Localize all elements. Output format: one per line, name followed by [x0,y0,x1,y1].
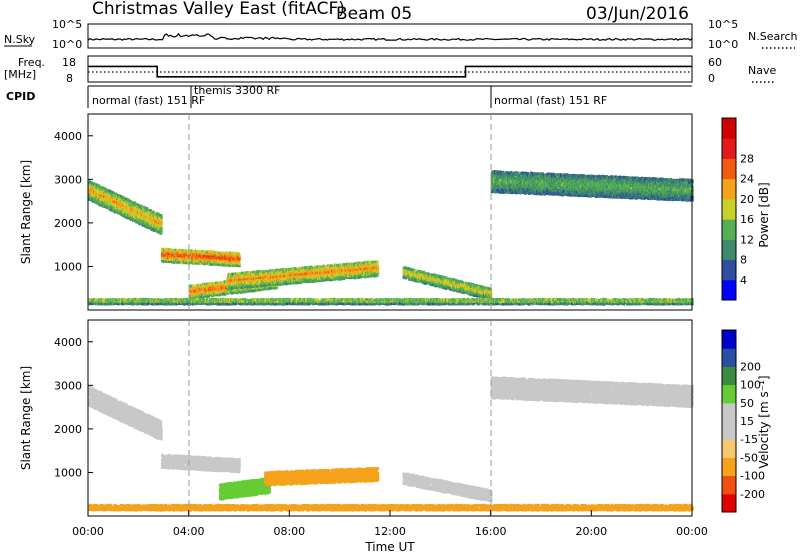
power-scatter [88,170,694,306]
freq-tick-left-0: 18 [62,56,76,69]
frequency-panel: Freq. [MHz] 18 8 60 0 Nave [4,56,776,85]
noise-tick-right-0: 10^5 [708,18,738,31]
cpid-segment-1: themis 3300 RF [194,84,281,97]
power-cell-1002 [160,231,162,234]
power-cell-1006 [160,221,162,224]
beam-title: Beam 05 [336,4,412,24]
power-cell-1772 [238,252,240,255]
freq-frame [88,56,692,82]
power-cell-4329 [376,261,378,264]
noise-label-left: N.Sky [4,33,36,46]
noise-trace [88,34,692,40]
power-cell-4334 [377,265,379,268]
freq-tick-right-1: 0 [708,72,715,85]
noise-frame [88,24,692,48]
cpid-segment-2: normal (fast) 151 RF [494,94,607,107]
power-cell-4331 [377,270,379,273]
station-title: Christmas Valley East (fitACF) [92,0,345,19]
freq-label-line2: [MHz] [4,68,36,81]
power-cell-1004 [160,227,162,230]
noise-tick-left-1: 10^0 [52,38,82,51]
cpid-bar: CPID normal (fast) 151 RF themis 3300 RF… [6,84,692,108]
date-title: 03/Jun/2016 [586,4,689,24]
power-cell-1009 [160,215,162,218]
noise-tick-right-1: 10^0 [708,38,738,51]
power-cell-2019 [213,282,215,285]
power-cell-1774 [238,263,240,266]
freq-tick-right-0: 60 [708,56,722,69]
noise-tick-left-0: 10^5 [52,18,82,31]
noise-label-right: N.Search [748,30,798,43]
cpid-label: CPID [6,90,35,103]
freq-tick-left-1: 8 [66,72,73,85]
power-cell-4323 [376,274,378,277]
cpid-segment-0: normal (fast) 151 RF [92,94,205,107]
nave-label: Nave [748,64,776,77]
power-cell-1777 [238,255,240,258]
